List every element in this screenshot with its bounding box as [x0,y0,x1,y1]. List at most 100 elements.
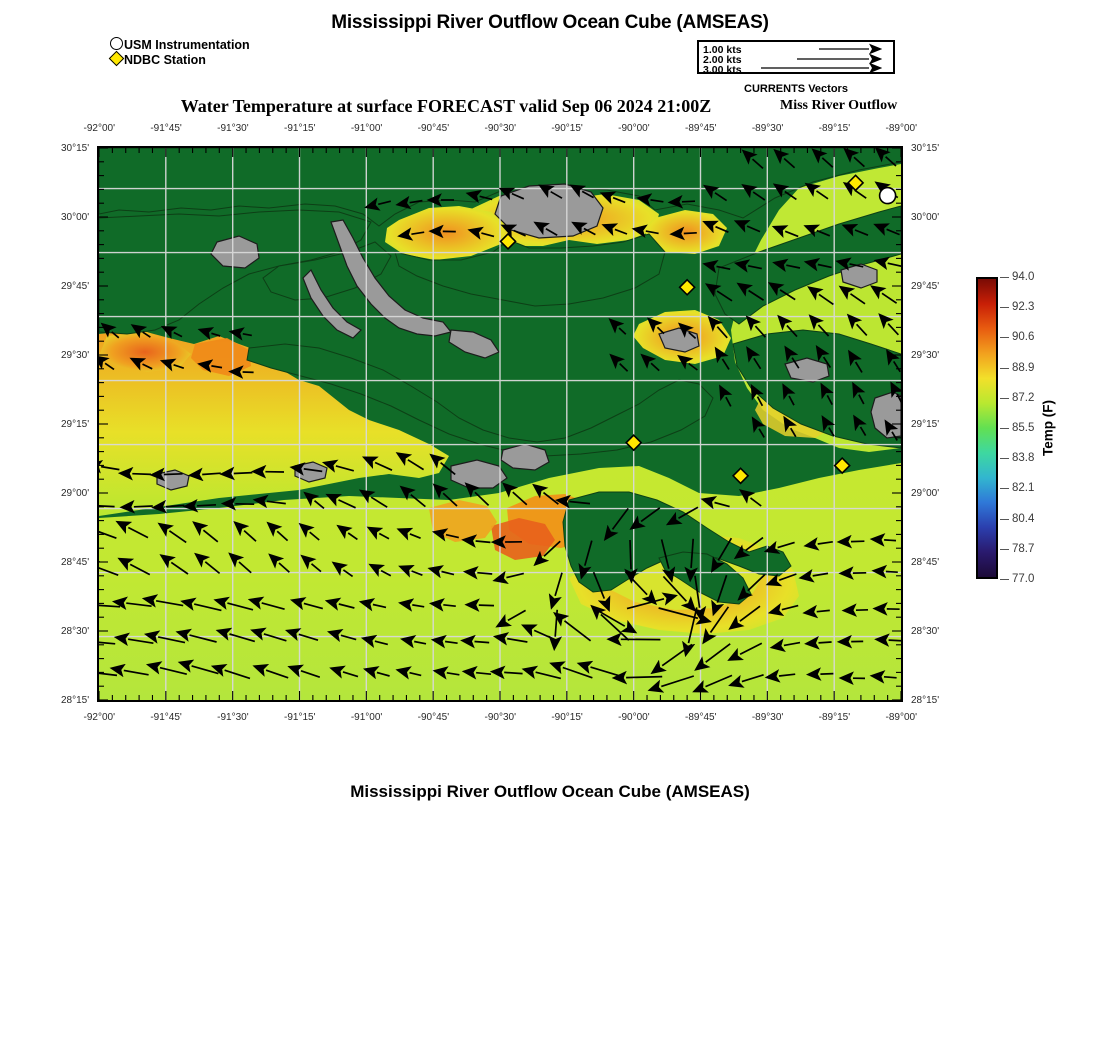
current-vector [611,670,663,685]
current-vector [129,357,153,371]
lat-tick-label-right: 29°15' [911,418,940,430]
current-vector [400,634,427,649]
ndbc-station-marker[interactable] [625,434,643,452]
current-vector [820,382,834,405]
colorbar-tick-label: 78.7 [1012,542,1035,555]
current-vector [811,148,834,168]
ndbc-station-marker[interactable] [833,456,851,475]
current-vector [874,148,897,167]
current-vector [247,596,285,611]
current-vector [848,349,863,373]
current-vector [750,383,764,407]
current-vector [464,482,490,507]
current-vector [609,353,629,372]
lon-tick-label-top: -89°00' [885,123,917,134]
lon-tick-label-bottom: -90°15' [551,712,583,723]
current-vector [783,415,797,438]
current-vector [728,673,764,688]
current-vector [298,522,320,541]
ndbc-station-marker[interactable] [846,174,865,192]
current-vector [767,602,799,617]
ndbc-station-marker[interactable] [731,467,750,485]
lon-tick-label-bottom: -89°15' [818,712,851,723]
current-vector [711,574,728,617]
current-vector [601,223,628,237]
current-vector [802,604,830,619]
current-vector [555,494,591,509]
colorbar-gradient [978,279,996,577]
current-vector [804,636,832,650]
current-vector [99,561,119,576]
current-vector [727,642,763,661]
current-vector [432,666,460,680]
lon-tick-label-top: -92°00' [83,123,115,134]
colorbar-tick [1000,458,1009,460]
current-vector [228,327,252,341]
page-title: Mississippi River Outflow Ocean Cube (AM… [331,12,769,33]
current-vector [149,467,183,482]
axis-ticks [99,148,901,700]
current-vector [751,416,766,438]
current-vector [767,282,796,301]
current-vector [548,572,563,610]
ndbc-station-marker[interactable] [678,278,696,296]
current-vector [884,419,899,441]
lon-tick-label-bottom: -89°30' [751,712,784,723]
map-canvas[interactable] [97,146,903,702]
current-vector [119,499,153,514]
current-vector [704,283,733,302]
current-vector [590,604,630,641]
current-vector [684,538,698,583]
current-vector [492,570,524,585]
current-vector [464,598,495,612]
current-vector [700,496,730,510]
current-vector [803,224,831,238]
current-vector [660,539,676,583]
current-vector [662,575,697,612]
current-vector [210,663,251,680]
colorbar-tick-label: 87.2 [1012,391,1035,404]
lat-tick-label-left: 28°45' [61,556,90,568]
current-vector [300,554,322,573]
legend-label-usm: USM Instrumentation [124,38,250,52]
current-vector [569,184,595,199]
lat-tick-label-left: 30°15' [61,142,90,154]
colorbar-tick [1000,367,1009,369]
usm-station-marker[interactable] [878,186,897,205]
current-vector [846,313,868,336]
current-vector [798,569,829,583]
colorbar [976,277,998,579]
current-vector [631,224,659,238]
current-vector [647,675,695,693]
current-vector [157,522,187,544]
current-vector [658,607,712,625]
current-vector [325,493,356,509]
current-vector [784,345,800,369]
current-vector [603,507,629,541]
lat-tick-label-left: 28°30' [61,625,90,637]
current-vector [358,489,388,508]
legend-item-ndbc: NDBC Station [108,50,250,68]
current-vector [326,628,357,643]
current-vector [492,632,528,646]
current-vector [502,482,528,506]
current-vector [462,565,493,580]
current-vector [219,466,253,481]
diamond-icon [108,50,124,68]
colorbar-title: Temp (F) [1040,400,1056,456]
current-vector [737,573,766,601]
lon-tick-label-top: -89°15' [818,123,851,134]
current-vector [650,643,693,675]
current-vector [187,467,221,482]
chart-subtitle: Water Temperature at surface FORECAST va… [180,96,712,116]
legend-item-usm: USM Instrumentation [108,37,250,53]
vector-scale-legend: 1.00 kts 2.00 kts 3.00 kts [697,40,895,75]
current-vector [870,285,898,304]
ndbc-station-marker[interactable] [499,232,517,251]
current-vector [250,627,287,642]
current-vector [533,221,558,236]
lat-tick-label-left: 29°00' [61,487,90,499]
lon-tick-label-top: -91°30' [217,123,249,134]
current-vector [252,664,289,679]
lon-tick-label-bottom: -90°30' [484,712,516,723]
